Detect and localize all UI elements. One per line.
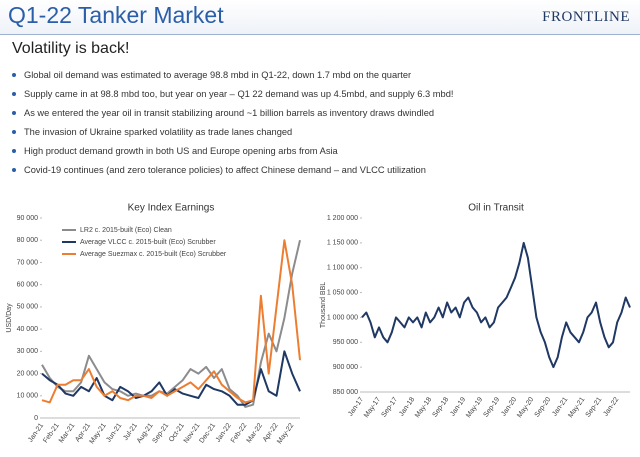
y-axis-label: USD/Day (6, 303, 13, 333)
y-tick-label: 20 000 (17, 370, 39, 377)
x-tick-label: Mar-22 (246, 422, 265, 444)
x-tick-label: May-20 (516, 396, 535, 419)
x-tick-label: Jun-21 (105, 422, 123, 444)
series-line (41, 239, 301, 404)
x-tick-label: May-22 (276, 422, 295, 445)
y-tick-label: 1 100 000 (327, 265, 358, 272)
x-tick-label: May-19 (465, 396, 484, 419)
y-tick-label: 70 000 (17, 259, 39, 266)
chart-title: Key Index Earnings (128, 203, 215, 214)
logo: FRONTLINE (542, 9, 630, 25)
x-tick-label: Sep-17 (380, 396, 399, 419)
bullet: High product demand growth in both US an… (10, 145, 453, 164)
legend-label: Average VLCC c. 2015-built (Eco) Scrubbe… (80, 239, 216, 246)
bullet: Supply came in at 98.8 mbd too, but year… (10, 88, 453, 107)
header: Q1-22 Tanker Market FRONTLINE (0, 0, 640, 35)
legend-label: Average Suezmax c. 2015-built (Eco) Scru… (80, 251, 227, 258)
y-tick-label: 1 150 000 (327, 240, 358, 247)
subtitle: Volatility is back! (12, 40, 130, 57)
x-tick-label: May-17 (363, 396, 382, 419)
y-tick-label: 850 000 (333, 389, 358, 396)
bullet: The invasion of Ukraine sparked volatili… (10, 126, 453, 145)
y-tick-label: 50 000 (17, 304, 39, 311)
bullet: Covid-19 continues (and zero tolerance p… (10, 164, 453, 183)
y-tick-label: 90 000 (17, 215, 39, 222)
bullet-list: Global oil demand was estimated to avera… (10, 69, 453, 183)
y-axis-label: Thousand BBL (320, 282, 327, 328)
y-tick-label: 10 000 (17, 393, 39, 400)
bullet: As we entered the year oil in transit st… (10, 107, 453, 126)
x-tick-label: Sep-18 (432, 396, 451, 419)
x-tick-label: May-18 (414, 396, 433, 419)
y-tick-label: 80 000 (17, 237, 39, 244)
x-tick-label: Sep-21 (152, 422, 171, 445)
x-tick-label: Sep-19 (483, 396, 502, 419)
legend-label: LR2 c. 2015-built (Eco) Clean (80, 227, 172, 234)
x-tick-label: Jan-22 (602, 396, 620, 418)
series-line (361, 241, 631, 369)
title: Q1-22 Tanker Market (8, 2, 224, 28)
y-tick-label: 900 000 (333, 364, 358, 371)
y-tick-label: 40 000 (17, 326, 39, 333)
x-tick-label: Dec-21 (198, 422, 217, 445)
x-tick-label: Sep-21 (585, 396, 604, 419)
y-tick-label: 30 000 (17, 348, 39, 355)
x-tick-label: Sep-20 (534, 396, 553, 419)
bullet: Global oil demand was estimated to avera… (10, 69, 453, 88)
series-line (41, 239, 301, 408)
y-tick-label: 1 050 000 (327, 289, 358, 296)
x-tick-label: Mar-21 (58, 422, 77, 444)
y-tick-label: 0 (34, 415, 38, 422)
x-tick-label: May-21 (567, 396, 586, 419)
y-tick-label: 1 000 000 (327, 314, 358, 321)
y-tick-label: 60 000 (17, 282, 39, 289)
y-tick-label: 950 000 (333, 339, 358, 346)
y-tick-label: 1 200 000 (327, 215, 358, 222)
x-tick-label: May-21 (89, 422, 108, 445)
chart-title: Oil in Transit (468, 203, 524, 214)
